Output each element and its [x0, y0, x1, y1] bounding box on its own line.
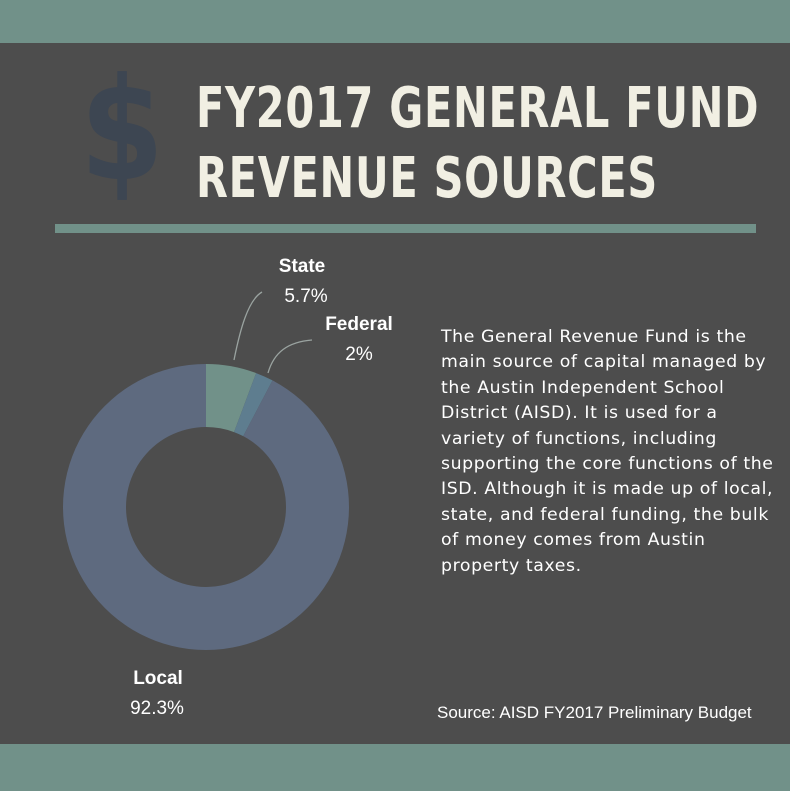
state-label: State — [279, 256, 325, 277]
title-line-2: REVENUE SOURCES — [196, 146, 658, 211]
donut-slice-federal — [234, 373, 273, 437]
bottom-band — [0, 744, 790, 791]
dollar-sign-icon: $ — [80, 48, 164, 213]
source-note: Source: AISD FY2017 Preliminary Budget — [437, 703, 752, 722]
donut-slices — [62, 364, 349, 650]
local-label: Local — [133, 668, 183, 689]
donut-slice-local — [62, 364, 349, 650]
state-leader-line — [233, 291, 263, 361]
federal-value: 2% — [345, 344, 373, 365]
donut-slice-state — [206, 364, 257, 433]
description-text: The General Revenue Fund is the main sou… — [441, 327, 774, 576]
local-value: 92.3% — [130, 698, 184, 719]
top-band — [0, 0, 790, 43]
federal-leader-line — [267, 339, 313, 374]
title-divider — [55, 224, 756, 233]
state-value: 5.7% — [284, 286, 327, 307]
federal-label: Federal — [325, 314, 393, 335]
